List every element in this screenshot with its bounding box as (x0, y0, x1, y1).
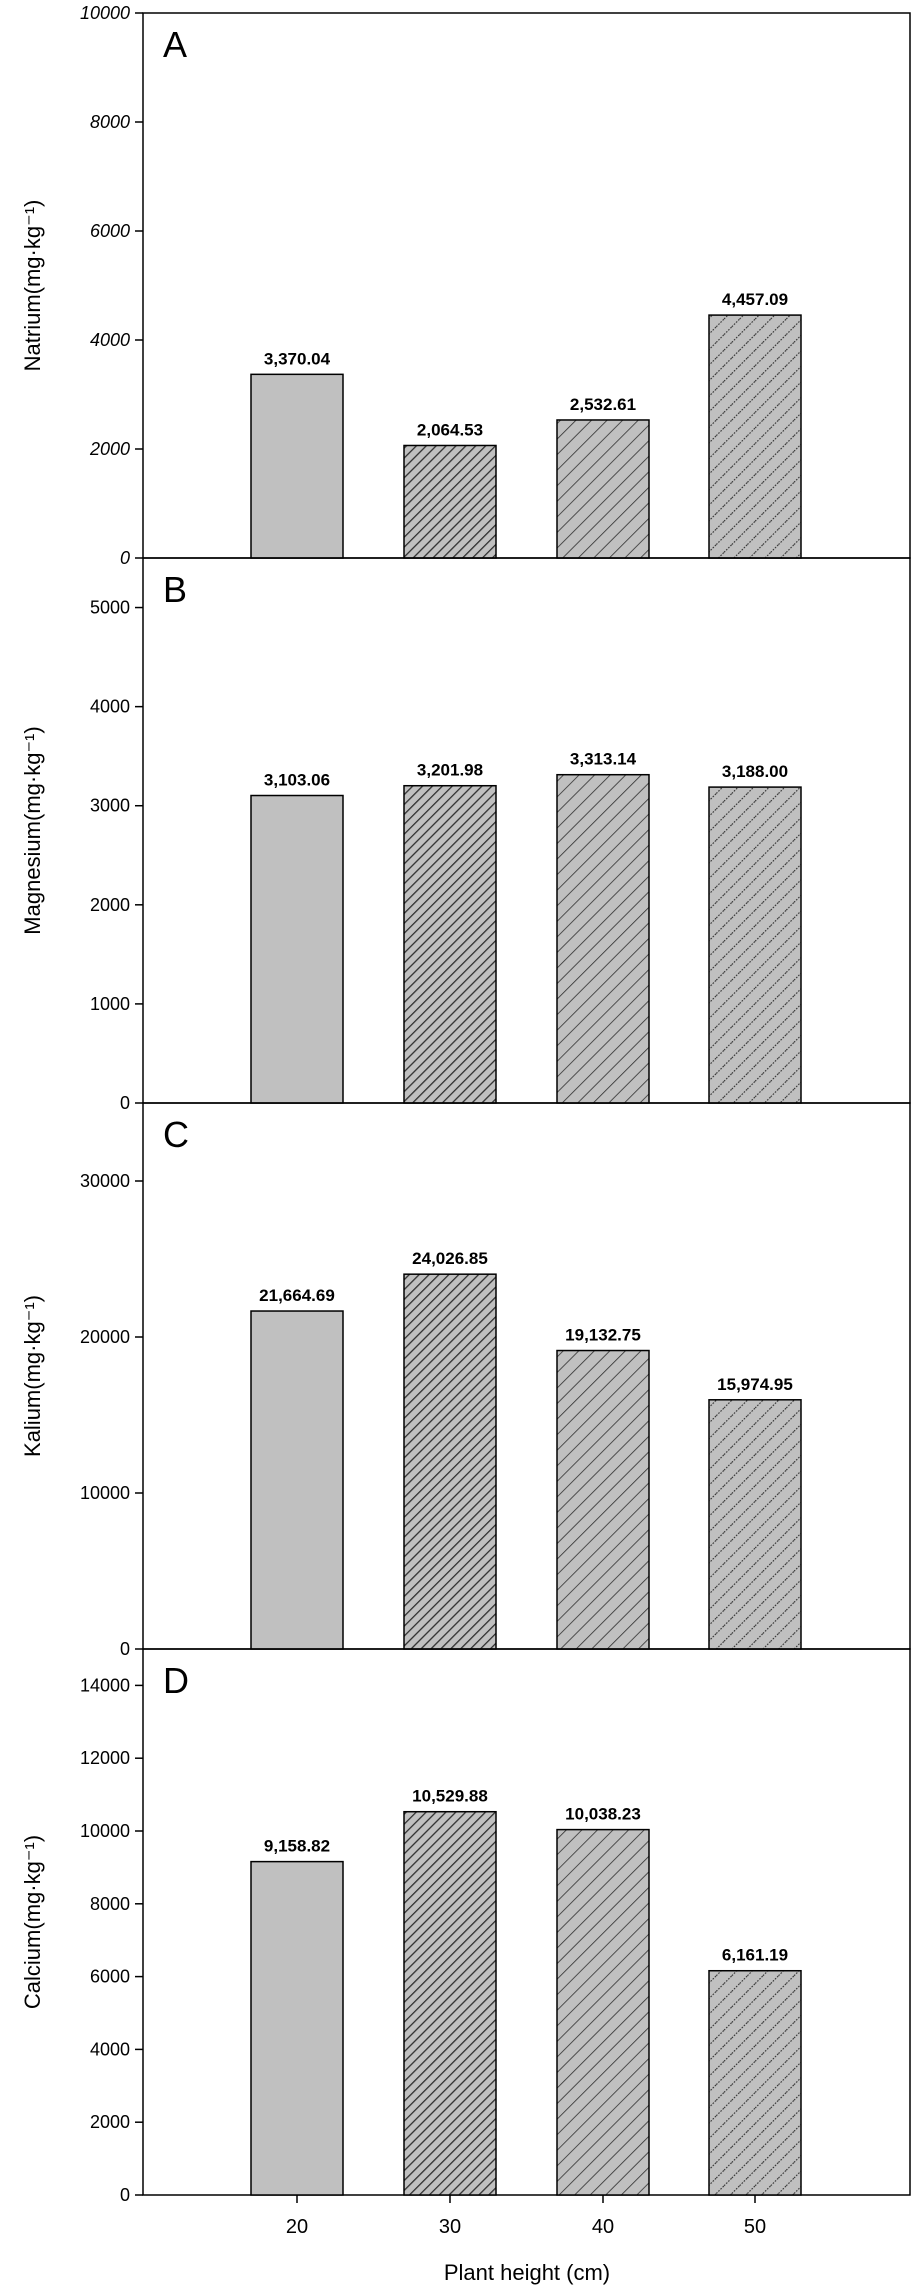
x-tick-label: 30 (439, 2216, 461, 2238)
y-tick-label: 4000 (90, 697, 130, 717)
panels: 0200040006000800010000Natrium(mg·kg⁻¹)A3… (20, 3, 911, 2205)
y-axis-label: Calcium(mg·kg⁻¹) (20, 1835, 45, 2009)
bar (403, 1810, 497, 2196)
y-tick-label: 4000 (90, 330, 130, 350)
y-tick-label: 0 (120, 548, 130, 568)
plot-frame (142, 1648, 911, 2196)
panel-letter: A (163, 24, 187, 65)
bar (250, 373, 344, 559)
panel-letter: B (163, 569, 187, 610)
bar-value-label: 2,532.61 (570, 395, 636, 414)
y-tick-label: 4000 (90, 2039, 130, 2059)
y-tick-label: 2000 (90, 2112, 130, 2132)
bar-value-label: 3,201.98 (417, 761, 483, 780)
y-tick-label: 1000 (90, 994, 130, 1014)
bar-value-label: 15,974.95 (717, 1375, 793, 1394)
bar-value-label: 3,188.00 (722, 762, 788, 781)
panel-d: 0 2000 4000 6000 8000 10000 12000 14000 Calcium(… (20, 1648, 911, 2205)
y-tick-label: 6000 (90, 221, 130, 241)
bar (556, 419, 650, 559)
bar-value-label: 10,038.23 (565, 1805, 641, 1824)
y-axis-label: Natrium(mg·kg⁻¹) (20, 200, 45, 372)
y-tick-label: 8000 (90, 1894, 130, 1914)
y-tick-label: 0 (120, 1093, 130, 1113)
y-tick-label: 5000 (90, 598, 130, 618)
y-tick-label: 14000 (80, 1675, 130, 1695)
bar-value-label: 4,457.09 (722, 290, 788, 309)
bar-value-label: 6,161.19 (722, 1946, 788, 1965)
bar-value-label: 10,529.88 (412, 1787, 488, 1806)
y-tick-label: 10000 (80, 1821, 130, 1841)
x-tick-label: 50 (744, 2216, 766, 2238)
bar-value-label: 21,664.69 (259, 1286, 335, 1305)
y-axis-label: Magnesium(mg·kg⁻¹) (20, 726, 45, 934)
y-tick-label: 30000 (80, 1171, 130, 1191)
y-tick-label: 3000 (90, 796, 130, 816)
bar (556, 1828, 650, 2196)
y-tick-label: 2000 (90, 895, 130, 915)
bar (708, 1969, 802, 2196)
y-tick-label: 0 (120, 1639, 130, 1659)
panel-a: 0 2000 4000 6000 8000 10000 Natrium(mg·kg⁻¹) A 3… (20, 3, 911, 568)
y-tick-label: 0 (120, 2185, 130, 2205)
panel-letter: D (163, 1660, 189, 1701)
y-tick-label: 10000 (80, 3, 130, 23)
bar (708, 1399, 802, 1650)
x-tick-label: 20 (286, 2216, 308, 2238)
bar-value-label: 19,132.75 (565, 1326, 641, 1345)
panel-b: 0 1000 2000 3000 4000 5000 Magnesium(mg·kg⁻¹) B… (20, 557, 911, 1113)
bar (708, 786, 802, 1104)
bar (250, 1310, 344, 1650)
bar (708, 314, 802, 559)
bar-value-label: 3,370.04 (264, 349, 331, 368)
x-tick-label: 40 (592, 2216, 614, 2238)
bar-value-label: 3,313.14 (570, 750, 637, 769)
bar (403, 784, 497, 1104)
y-axis-label: Kalium(mg·kg⁻¹) (20, 1295, 45, 1457)
bar (250, 1860, 344, 2196)
bar-value-label: 9,158.82 (264, 1837, 330, 1856)
bar (403, 444, 497, 559)
panel-letter: C (163, 1114, 189, 1155)
y-tick-label: 2000 (89, 439, 130, 459)
bar (403, 1273, 497, 1650)
x-axis-ticks: 20 30 40 50 (286, 2195, 766, 2238)
y-tick-label: 6000 (90, 1967, 130, 1987)
bar-value-label: 3,103.06 (264, 771, 330, 790)
bar (556, 773, 650, 1104)
bar (556, 1349, 650, 1650)
x-axis-label: Plant height (cm) (444, 2260, 610, 2285)
bar (250, 794, 344, 1104)
panel-c: 0 10000 20000 30000 Kalium(mg·kg⁻¹) C 21,664.6… (20, 1102, 911, 1659)
y-tick-label: 10000 (80, 1483, 130, 1503)
y-tick-label: 12000 (80, 1748, 130, 1768)
bar-value-label: 24,026.85 (412, 1249, 488, 1268)
y-tick-label: 8000 (90, 112, 130, 132)
bar-value-label: 2,064.53 (417, 420, 483, 439)
y-tick-label: 20000 (80, 1327, 130, 1347)
